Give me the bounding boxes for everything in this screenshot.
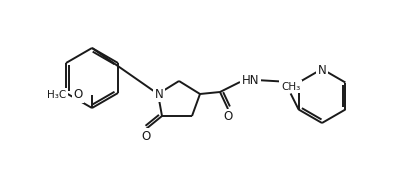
Text: CH₃: CH₃ (281, 81, 300, 92)
Text: O: O (223, 111, 233, 124)
Text: O: O (141, 130, 151, 143)
Text: H₃C: H₃C (47, 90, 66, 100)
Text: O: O (74, 89, 83, 102)
Text: HN: HN (242, 75, 259, 88)
Text: N: N (318, 63, 326, 76)
Text: N: N (154, 88, 164, 101)
